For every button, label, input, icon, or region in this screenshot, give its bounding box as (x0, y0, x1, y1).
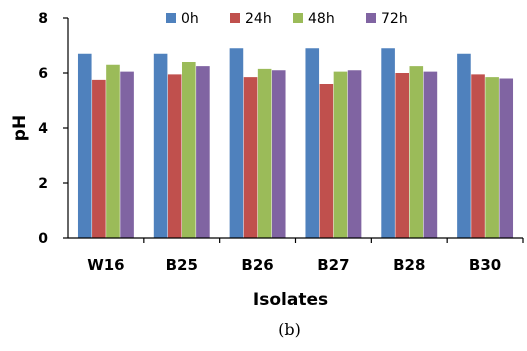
legend-label: 48h (308, 11, 335, 27)
x-tick-label: B27 (317, 256, 349, 274)
legend-swatch (366, 13, 376, 23)
x-axis-title: Isolates (253, 290, 328, 310)
x-axis-tick-labels: W16 B25 B26 B27 B28 B30 (87, 238, 524, 274)
legend-swatch (166, 13, 176, 23)
x-tick-label: B30 (469, 256, 501, 274)
legend-label: 0h (181, 11, 199, 27)
bars (77, 48, 514, 238)
bar (499, 78, 514, 238)
bar (92, 79, 106, 238)
y-tick-label: 2 (38, 176, 48, 192)
bar (120, 71, 134, 238)
bar (457, 53, 471, 238)
bar (409, 66, 424, 238)
y-tick-label: 8 (38, 11, 48, 27)
y-axis-ticks: 0 2 4 6 8 (38, 11, 68, 247)
bar (423, 71, 438, 238)
bar (167, 74, 182, 238)
figure-caption: (b) (278, 320, 301, 339)
y-tick-label: 4 (38, 121, 48, 137)
bar (395, 73, 409, 238)
legend-swatch (293, 13, 303, 23)
bar (381, 48, 395, 238)
x-tick-label: B28 (393, 256, 425, 274)
bar (471, 74, 485, 238)
bar (77, 53, 92, 238)
legend-label: 24h (245, 11, 272, 27)
legend: 0h 24h 48h 72h (166, 11, 408, 27)
legend-swatch (230, 13, 240, 23)
bar (257, 68, 272, 238)
bar (106, 64, 120, 238)
y-tick-label: 0 (38, 231, 48, 247)
x-tick-label: B26 (241, 256, 273, 274)
bar (271, 70, 286, 238)
bar (153, 53, 168, 238)
x-tick-label: B25 (166, 256, 198, 274)
y-axis-title: pH (10, 115, 30, 141)
bar (333, 71, 348, 238)
bar (319, 84, 334, 238)
bar (347, 70, 362, 238)
y-tick-label: 6 (38, 66, 48, 82)
bar (485, 77, 499, 238)
legend-label: 72h (381, 11, 408, 27)
x-tick-label: W16 (87, 256, 124, 274)
bar (243, 77, 258, 238)
bar (182, 62, 196, 238)
bar (196, 66, 210, 238)
bar (305, 48, 320, 238)
bar (229, 48, 244, 238)
